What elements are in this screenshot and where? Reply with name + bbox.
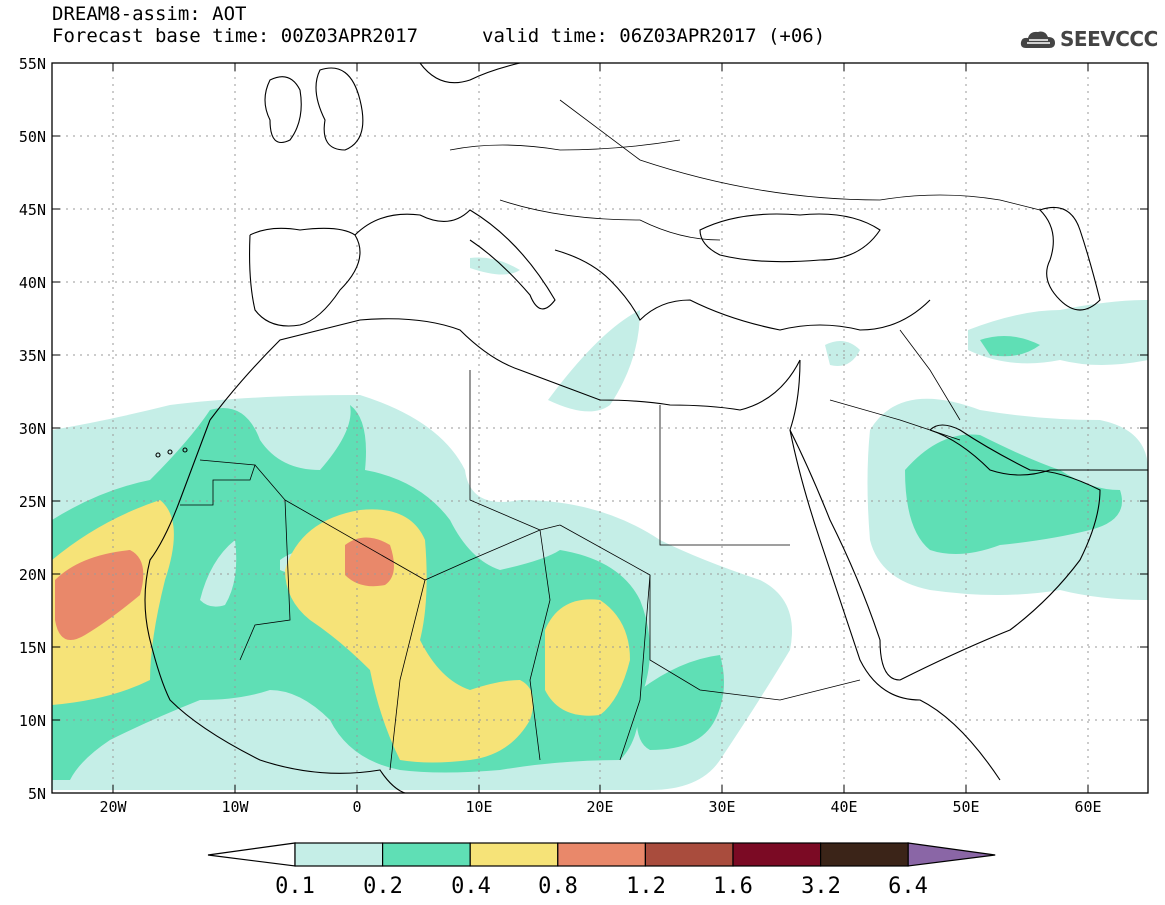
colorbar-segment [382,842,471,867]
colorbar-segment [207,842,296,867]
lon-label: 10E [465,798,492,816]
country-borders [180,99,1041,771]
colorbar-segment [732,842,822,867]
cloud-logo-icon [1020,31,1055,48]
lat-label: 55N [19,55,46,73]
lon-label: 20E [586,798,613,816]
lat-label: 5N [28,785,46,803]
lon-label: 20W [99,798,127,816]
lon-label: 50E [952,798,979,816]
lat-label: 35N [19,347,46,365]
colorbar-labels: 0.1 0.2 0.4 0.8 1.2 1.6 3.2 6.4 [275,874,928,899]
colorbar-segment [469,842,559,867]
colorbar-segment [907,842,996,867]
colorbar-label: 0.1 [275,874,315,899]
lat-label: 50N [19,128,46,146]
colorbar-label: 6.4 [888,874,928,899]
forecast-base-time: Forecast base time: 00Z03APR2017 [52,25,419,47]
colorbar-label: 1.2 [626,874,666,899]
map-title: DREAM8-assim: AOT [52,3,247,25]
lat-label: 40N [19,274,46,292]
valid-time: valid time: 06Z03APR2017 (+06) [482,25,826,47]
colorbar-label: 0.4 [451,874,491,899]
lat-labels: 55N 50N 45N 40N 35N 30N 25N 20N 15N 10N … [19,55,46,803]
colorbar [207,842,996,867]
colorbar-segment [644,842,734,867]
colorbar-segment [557,842,646,867]
colorbar-label: 0.2 [363,874,403,899]
lon-labels: 20W 10W 0 10E 20E 30E 40E 50E 60E [99,798,1101,816]
lat-label: 20N [19,566,46,584]
colorbar-label: 0.8 [538,874,578,899]
logo-text: SEEVCCC [1060,27,1158,51]
coastlines [144,63,1148,793]
colorbar-segment [819,842,909,867]
colorbar-segment [294,842,384,867]
lon-label: 30E [708,798,735,816]
lat-label: 25N [19,493,46,511]
lat-label: 30N [19,420,46,438]
lon-label: 60E [1074,798,1101,816]
lon-label: 40E [830,798,857,816]
gridlines [52,63,1148,793]
colorbar-label: 3.2 [801,874,841,899]
lat-label: 15N [19,639,46,657]
colorbar-label: 1.6 [713,874,753,899]
lon-label: 10W [221,798,249,816]
lon-label: 0 [352,798,361,816]
lat-label: 10N [19,712,46,730]
axis-ticks [52,63,1148,793]
lat-label: 45N [19,201,46,219]
